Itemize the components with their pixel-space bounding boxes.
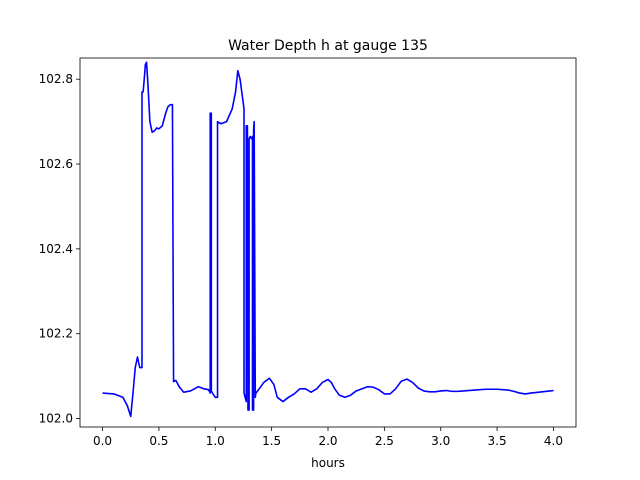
x-tick-label: 0.0 [93, 434, 112, 448]
x-tick-label: 1.5 [262, 434, 281, 448]
x-tick-label: 0.5 [149, 434, 168, 448]
x-axis-ticks: 0.0 0.5 1.0 1.5 2.0 2.5 3.0 3.5 4.0 [93, 427, 563, 448]
y-tick-label: 102.2 [39, 327, 73, 341]
y-axis-ticks: 102.0 102.2 102.4 102.6 102.8 [39, 72, 80, 426]
x-tick-label: 1.0 [206, 434, 225, 448]
x-tick-label: 4.0 [544, 434, 563, 448]
chart-title: Water Depth h at gauge 135 [228, 38, 428, 54]
x-tick-label: 2.0 [318, 434, 337, 448]
x-tick-label: 3.0 [431, 434, 450, 448]
x-axis-label: hours [311, 456, 345, 470]
x-tick-label: 2.5 [375, 434, 394, 448]
y-tick-label: 102.0 [39, 412, 73, 426]
y-tick-label: 102.4 [39, 242, 73, 256]
y-tick-label: 102.8 [39, 72, 73, 86]
x-tick-label: 3.5 [488, 434, 507, 448]
y-tick-label: 102.6 [39, 157, 73, 171]
series-line [102, 61, 554, 418]
